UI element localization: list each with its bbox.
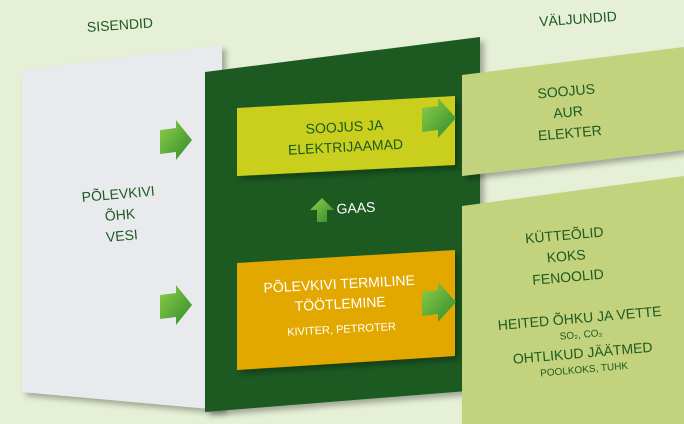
output-item: KOKS bbox=[546, 246, 586, 265]
box-text: PÕLEVKIVI TERMILINE bbox=[263, 272, 415, 296]
box-text: SOOJUS JA bbox=[305, 117, 384, 137]
thermal-label: PÕLEVKIVI TERMILINE TÖÖTLEMINE KIVITER, … bbox=[263, 272, 415, 339]
arrow bbox=[422, 282, 456, 322]
output-item: AUR bbox=[553, 103, 584, 122]
outputs-heading: VÄLJUNDID bbox=[539, 8, 618, 29]
output-item: KÜTTEÕLID bbox=[524, 223, 604, 247]
arrow bbox=[160, 285, 192, 325]
inputs-heading: SISENDID bbox=[86, 14, 153, 35]
gas-label: GAAS bbox=[336, 199, 376, 217]
box-subtext: KIVITER, PETROTER bbox=[287, 321, 396, 339]
output-item: SOOJUS bbox=[537, 80, 596, 101]
power-plant-label: SOOJUS JA ELEKTRIJAAMAD bbox=[288, 117, 404, 158]
thermal-box bbox=[237, 250, 455, 370]
product-output-panel bbox=[462, 176, 684, 424]
input-item: PÕLEVKIVI bbox=[81, 183, 155, 205]
energy-outputs: SOOJUS AUR ELEKTER bbox=[537, 80, 603, 144]
box-text: ELEKTRIJAAMAD bbox=[288, 136, 404, 158]
box-text: TÖÖTLEMINE bbox=[294, 292, 386, 314]
output-item: FENOOLID bbox=[532, 266, 605, 288]
input-item: VESI bbox=[105, 226, 138, 245]
up-arrow bbox=[310, 198, 334, 222]
input-list: PÕLEVKIVI ÕHK VESI bbox=[81, 183, 155, 245]
arrow bbox=[422, 98, 456, 138]
power-plant-box bbox=[237, 96, 455, 176]
input-item: ÕHK bbox=[104, 205, 136, 224]
arrow bbox=[160, 120, 192, 160]
output-item: ELEKTER bbox=[537, 122, 602, 144]
arrows bbox=[160, 98, 456, 325]
energy-output-panel bbox=[462, 47, 684, 176]
output-detail: SO₂, CO₂ bbox=[559, 328, 603, 343]
